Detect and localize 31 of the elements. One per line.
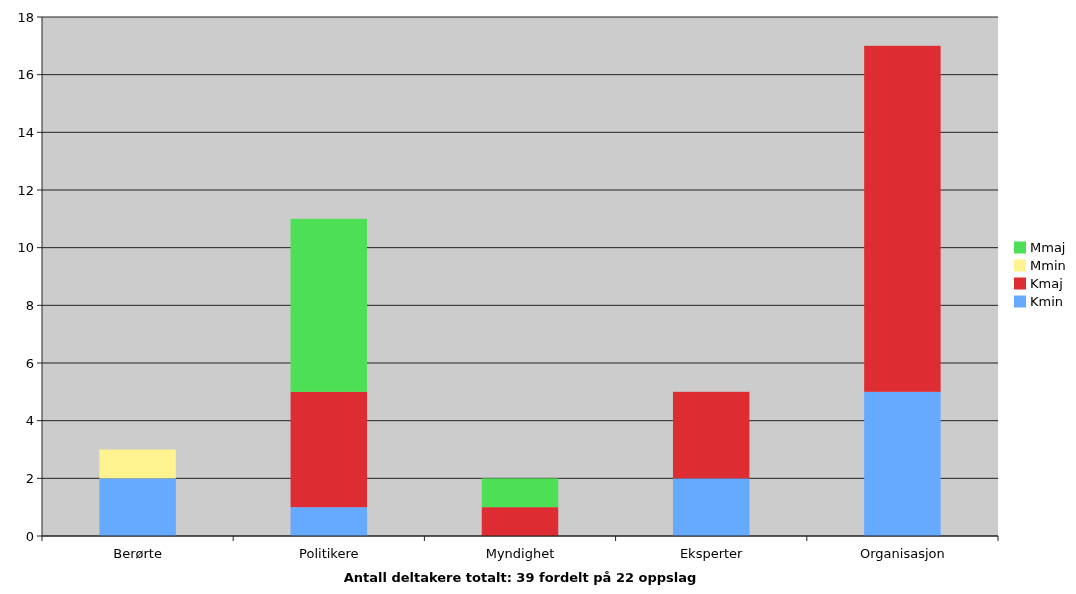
x-axis-title: Antall deltakere totalt: 39 fordelt på 22 oppslag bbox=[343, 570, 697, 585]
x-tick-label: Berørte bbox=[113, 546, 162, 561]
bar bbox=[481, 478, 559, 508]
y-tick-label: 8 bbox=[25, 297, 34, 313]
y-tick-label: 10 bbox=[17, 240, 34, 256]
legend-label: Mmin bbox=[1030, 258, 1066, 274]
y-tick-label: 6 bbox=[25, 355, 34, 371]
bar bbox=[290, 391, 368, 508]
bar bbox=[99, 449, 176, 479]
y-tick-label: 16 bbox=[17, 67, 34, 83]
bar bbox=[672, 391, 750, 479]
y-tick-label: 2 bbox=[25, 470, 34, 486]
bar bbox=[290, 507, 368, 536]
y-tick-label: 18 bbox=[17, 9, 34, 25]
y-tick-label: 4 bbox=[25, 413, 34, 429]
bar bbox=[864, 391, 941, 536]
legend-label: Kmaj bbox=[1030, 276, 1063, 292]
bar bbox=[290, 218, 368, 392]
x-tick-label: Myndighet bbox=[485, 546, 555, 561]
x-tick-label: Organisasjon bbox=[860, 546, 945, 561]
x-tick-label: Eksperter bbox=[679, 546, 744, 561]
bar bbox=[672, 478, 750, 536]
bar bbox=[481, 507, 559, 536]
y-tick-label: 0 bbox=[25, 528, 34, 544]
legend-label: Kmin bbox=[1030, 294, 1064, 310]
bar bbox=[864, 45, 941, 392]
legend-label: Mmaj bbox=[1030, 240, 1066, 256]
x-tick-label: Politikere bbox=[299, 546, 359, 561]
y-tick-label: 14 bbox=[17, 124, 34, 140]
bar bbox=[99, 478, 176, 536]
y-tick-label: 12 bbox=[17, 182, 34, 198]
